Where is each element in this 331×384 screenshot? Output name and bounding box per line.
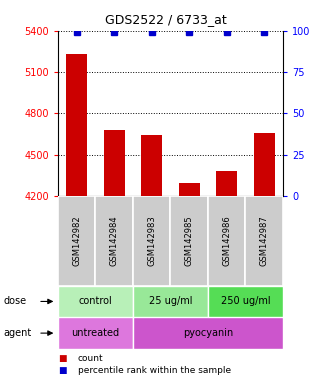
Bar [58, 196, 95, 286]
Bar [58, 317, 133, 349]
Bar [246, 196, 283, 286]
Text: GSM142985: GSM142985 [185, 216, 194, 266]
Bar [58, 286, 133, 317]
Bar [170, 196, 208, 286]
Text: agent: agent [3, 328, 31, 338]
Bar [254, 132, 274, 196]
Text: 25 ug/ml: 25 ug/ml [149, 296, 192, 306]
Bar [66, 54, 87, 196]
Text: GSM142984: GSM142984 [110, 216, 119, 266]
Text: dose: dose [3, 296, 26, 306]
Bar [141, 135, 162, 196]
Bar [133, 317, 283, 349]
Text: pyocyanin: pyocyanin [183, 328, 233, 338]
Text: count: count [78, 354, 103, 363]
Text: untreated: untreated [71, 328, 119, 338]
Text: GSM142986: GSM142986 [222, 215, 231, 266]
Bar [104, 130, 124, 196]
Bar [179, 184, 200, 196]
Bar [95, 196, 133, 286]
Text: GDS2522 / 6733_at: GDS2522 / 6733_at [105, 13, 226, 26]
Bar [208, 196, 246, 286]
Text: GSM142987: GSM142987 [260, 215, 269, 266]
Text: GSM142983: GSM142983 [147, 215, 156, 266]
Text: control: control [78, 296, 112, 306]
Bar [133, 286, 208, 317]
Bar [216, 171, 237, 196]
Text: ■: ■ [58, 366, 67, 375]
Text: ■: ■ [58, 354, 67, 363]
Text: 250 ug/ml: 250 ug/ml [221, 296, 270, 306]
Bar [133, 196, 170, 286]
Text: percentile rank within the sample: percentile rank within the sample [78, 366, 231, 375]
Bar [208, 286, 283, 317]
Text: GSM142982: GSM142982 [72, 216, 81, 266]
